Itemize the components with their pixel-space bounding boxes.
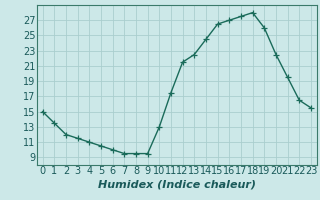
X-axis label: Humidex (Indice chaleur): Humidex (Indice chaleur) xyxy=(98,179,256,189)
